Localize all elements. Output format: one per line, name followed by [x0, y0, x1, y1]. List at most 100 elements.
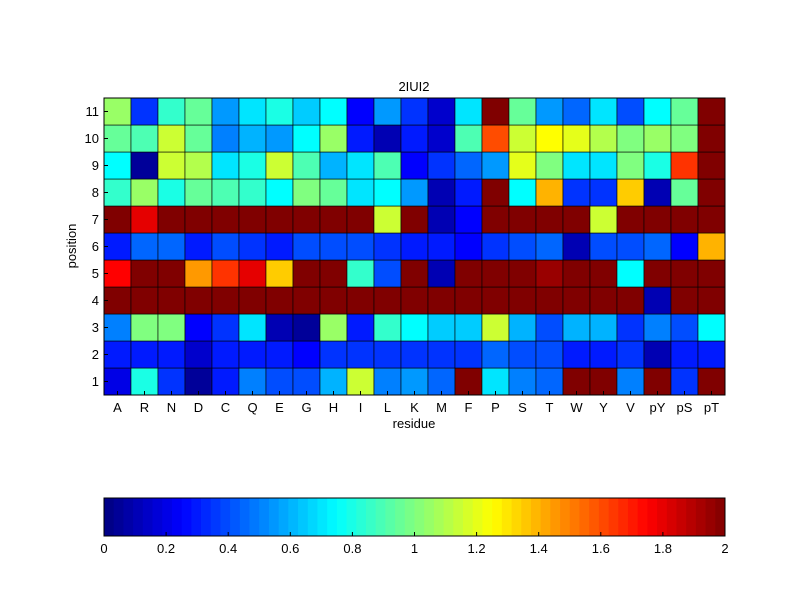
colorbar-step [657, 498, 668, 536]
colorbar-tick-label: 2 [721, 541, 728, 556]
x-tick-label-C: C [221, 400, 230, 415]
heatmap-cell-11-L [373, 97, 402, 126]
colorbar-step [482, 498, 493, 536]
heatmap-cell-10-R [130, 124, 159, 153]
x-tick-label-pT: pT [704, 400, 719, 415]
y-tick-label-9: 9 [92, 158, 99, 173]
heatmap-cell-6-V [616, 232, 645, 261]
heatmap-cell-4-E [265, 286, 294, 315]
colorbar-step [385, 498, 396, 536]
heatmap-cell-9-D [184, 151, 213, 180]
heatmap-cell-7-pY [643, 205, 672, 234]
heatmap-cell-2-H [319, 340, 348, 369]
heatmap-cell-2-V [616, 340, 645, 369]
colorbar-step [560, 498, 571, 536]
colorbar-step [288, 498, 299, 536]
heatmap-cell-4-K [400, 286, 429, 315]
heatmap-cell-3-G [292, 313, 321, 342]
heatmap-cell-1-pT [697, 367, 726, 396]
heatmap-cell-7-C [211, 205, 240, 234]
colorbar-step [249, 498, 260, 536]
heatmap-cell-6-pT [697, 232, 726, 261]
heatmap-cell-3-P [481, 313, 510, 342]
heatmap-cell-9-pS [670, 151, 699, 180]
colorbar-step [152, 498, 163, 536]
heatmap-cell-8-pT [697, 178, 726, 207]
x-tick-label-A: A [113, 400, 122, 415]
colorbar-step [395, 498, 406, 536]
x-tick-label-K: K [410, 400, 419, 415]
heatmap-cell-3-F [454, 313, 483, 342]
heatmap-cell-7-G [292, 205, 321, 234]
heatmap-cell-8-S [508, 178, 537, 207]
colorbar-step [414, 498, 425, 536]
heatmap-cell-2-W [562, 340, 591, 369]
heatmap-cell-6-I [346, 232, 375, 261]
x-tick-label-H: H [329, 400, 338, 415]
heatmap-cell-5-F [454, 259, 483, 288]
heatmap-cell-9-pT [697, 151, 726, 180]
heatmap-cell-8-K [400, 178, 429, 207]
y-tick-label-10: 10 [85, 131, 99, 146]
heatmap-cell-11-W [562, 97, 591, 126]
heatmap-cell-2-L [373, 340, 402, 369]
heatmap-cell-8-Q [238, 178, 267, 207]
heatmap-cell-3-K [400, 313, 429, 342]
heatmap-cell-4-pT [697, 286, 726, 315]
heatmap-cell-9-N [157, 151, 186, 180]
heatmap-cell-3-N [157, 313, 186, 342]
x-tick-label-N: N [167, 400, 176, 415]
heatmap-cell-3-C [211, 313, 240, 342]
heatmap-cell-5-V [616, 259, 645, 288]
heatmap-cell-8-W [562, 178, 591, 207]
colorbar-step [259, 498, 270, 536]
y-tick-label-6: 6 [92, 239, 99, 254]
colorbar-step [705, 498, 716, 536]
heatmap-cell-10-I [346, 124, 375, 153]
colorbar-step [686, 498, 697, 536]
heatmap-cell-5-S [508, 259, 537, 288]
heatmap-cell-3-H [319, 313, 348, 342]
heatmap-cell-11-Y [589, 97, 618, 126]
heatmap-cell-3-pY [643, 313, 672, 342]
heatmap-cell-6-D [184, 232, 213, 261]
y-axis-label: position [64, 224, 79, 269]
heatmap-cell-8-E [265, 178, 294, 207]
heatmap-cell-4-T [535, 286, 564, 315]
colorbar-step [666, 498, 677, 536]
colorbar-step [220, 498, 231, 536]
heatmap-cell-2-Q [238, 340, 267, 369]
heatmap-cell-10-K [400, 124, 429, 153]
heatmap-cell-11-T [535, 97, 564, 126]
y-tick-label-3: 3 [92, 320, 99, 335]
colorbar-step [336, 498, 347, 536]
heatmap-cell-11-E [265, 97, 294, 126]
colorbar-step [433, 498, 445, 536]
heatmap-cell-6-L [373, 232, 402, 261]
heatmap-cell-1-R [130, 367, 159, 396]
heatmap-cell-2-M [427, 340, 456, 369]
heatmap-cell-6-K [400, 232, 429, 261]
heatmap-cell-1-L [373, 367, 402, 396]
heatmap-cell-6-M [427, 232, 456, 261]
colorbar-step [540, 498, 551, 536]
heatmap-cell-3-A [103, 313, 132, 342]
heatmap-cell-1-G [292, 367, 321, 396]
heatmap-cell-9-E [265, 151, 294, 180]
heatmap-cell-5-K [400, 259, 429, 288]
colorbar-step [676, 498, 687, 536]
heatmap-cell-5-E [265, 259, 294, 288]
heatmap-cell-8-V [616, 178, 645, 207]
x-axis-label: residue [393, 416, 436, 431]
colorbar-step [608, 498, 619, 536]
heatmap-cell-1-V [616, 367, 645, 396]
heatmap-cell-5-L [373, 259, 402, 288]
heatmap-cell-10-V [616, 124, 645, 153]
heatmap-cell-4-P [481, 286, 510, 315]
colorbar-step [191, 498, 202, 536]
heatmap-cell-1-F [454, 367, 483, 396]
heatmap-cell-2-S [508, 340, 537, 369]
heatmap-cell-10-Y [589, 124, 618, 153]
heatmap-cell-5-R [130, 259, 159, 288]
colorbar-step [598, 498, 609, 536]
